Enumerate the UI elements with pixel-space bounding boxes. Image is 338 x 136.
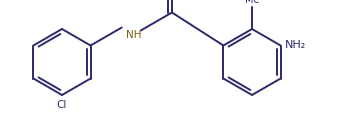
Text: Cl: Cl: [57, 100, 67, 110]
Text: NH₂: NH₂: [285, 41, 306, 50]
Text: Me: Me: [245, 0, 259, 5]
Text: NH: NH: [126, 30, 141, 39]
